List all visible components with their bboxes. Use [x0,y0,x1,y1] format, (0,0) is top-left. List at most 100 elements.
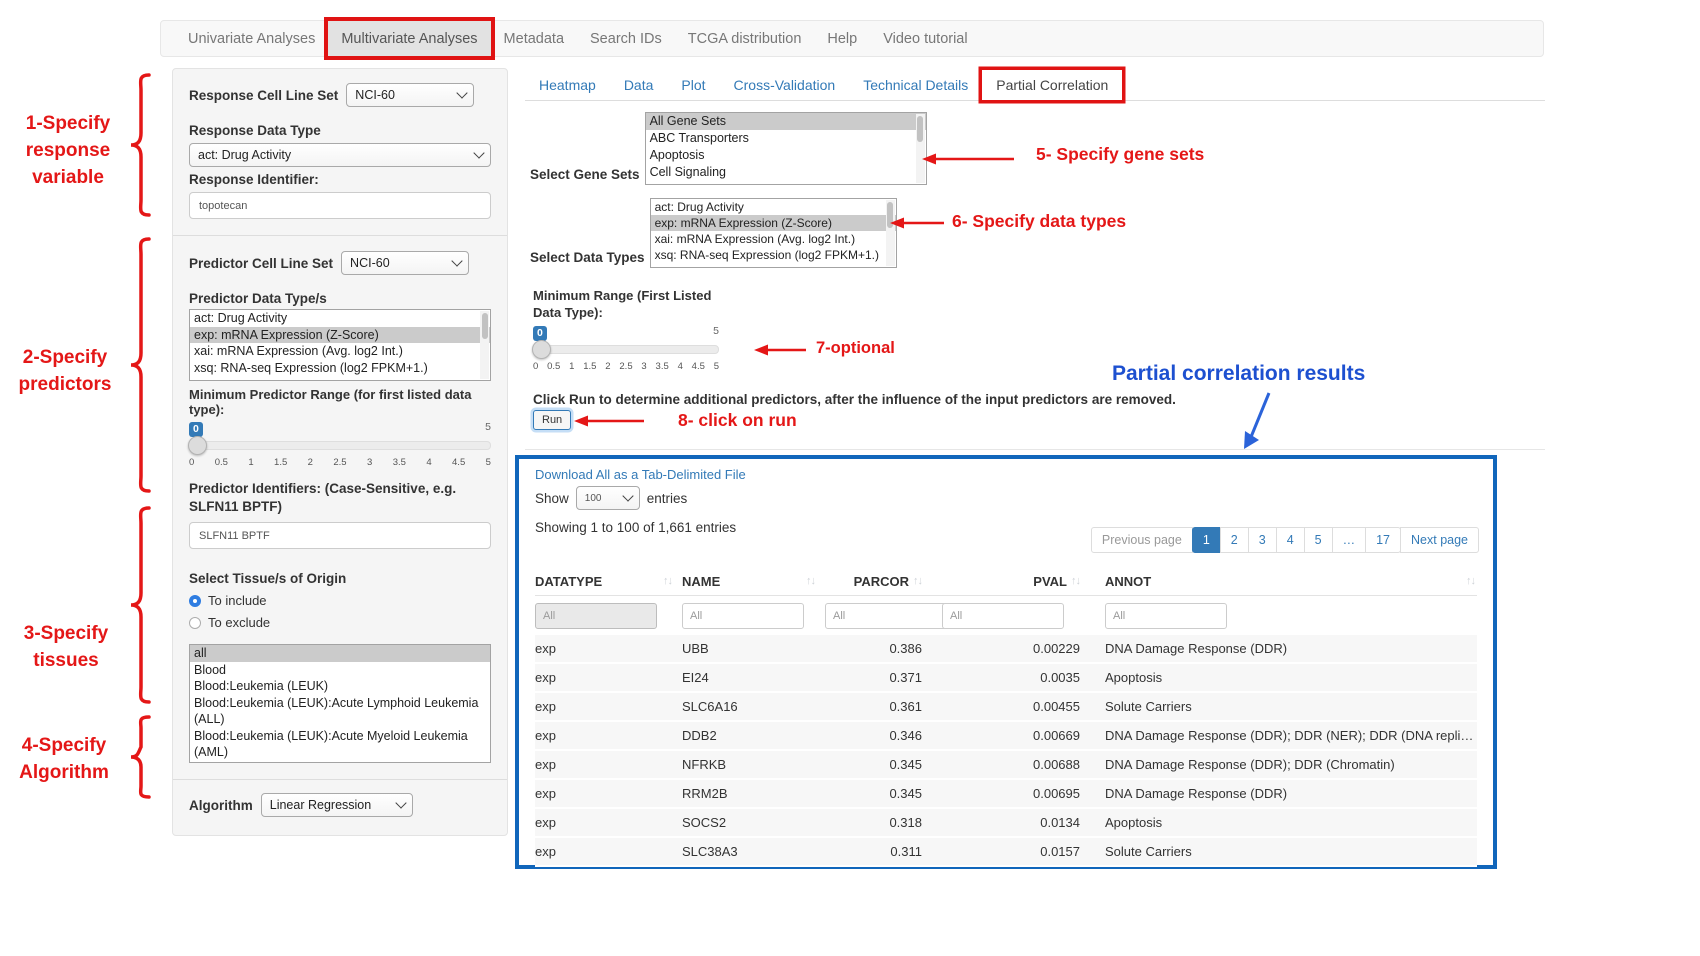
list-option[interactable]: Blood [190,662,490,679]
predictor-identifiers-label: Predictor Identifiers: (Case-Sensitive, … [189,480,491,516]
algorithm-select[interactable]: Linear Regression [261,793,413,817]
cell-name: SLC6A16 [682,699,825,714]
cell-parcor: 0.371 [825,670,932,685]
page-number-button[interactable]: 17 [1365,527,1401,553]
predictor-identifiers-input[interactable]: SLFN11 BPTF [189,522,491,549]
column-header-annot[interactable]: ANNOT ↑↓ [1090,574,1477,589]
list-option[interactable]: Blood:Leukemia (LEUK):Acute Myeloid Leuk… [190,728,490,761]
run-button[interactable]: Run [533,410,571,430]
list-option[interactable]: xsq: RNA-seq Expression (log2 FPKM+1.) [190,360,490,377]
gene-sets-label: Select Gene Sets [530,167,640,182]
page-number-button[interactable]: 3 [1248,527,1277,553]
list-option[interactable]: Blood:Leukemia (LEUK):Chronic Myelogenou… [190,761,490,764]
nav-item[interactable]: Help [814,21,870,56]
cell-name: UBB [682,641,825,656]
tissue-exclude-radio-row[interactable]: To exclude [189,615,491,630]
sort-icon[interactable]: ↑↓ [806,575,815,587]
response-identifier-label: Response Identifier: [189,172,491,187]
nav-item[interactable]: Search IDs [577,21,675,56]
annotation-arrow-left-icon [888,215,946,231]
annotation-8-click-run: 8- click on run [678,410,797,431]
brace-4 [122,714,152,800]
list-option[interactable]: xai: mRNA Expression (Avg. log2 Int.) [651,231,896,247]
list-option[interactable]: exp: mRNA Expression (Z-Score) [190,327,490,344]
previous-page-button[interactable]: Previous page [1091,527,1193,553]
nav-item[interactable]: Metadata [491,21,577,56]
nav-item[interactable]: Univariate Analyses [175,21,328,56]
column-header-parcor[interactable]: PARCOR ↑↓ [825,574,932,589]
page-number-button[interactable]: 5 [1304,527,1333,553]
list-option[interactable]: act: Drug Activity [651,199,896,215]
scrollbar[interactable] [916,114,925,183]
sort-icon[interactable]: ↑↓ [1071,575,1080,587]
slider-track[interactable] [189,441,491,450]
next-page-button[interactable]: Next page [1400,527,1479,553]
page-number-button[interactable]: 2 [1220,527,1249,553]
sort-icon[interactable]: ↑↓ [663,575,672,587]
response-identifier-input[interactable]: topotecan [189,192,491,219]
list-option[interactable]: ABC Transporters [646,130,926,147]
list-option[interactable]: xai: mRNA Expression (Avg. log2 Int.) [190,343,490,360]
tab[interactable]: Data [610,70,668,100]
cell-datatype: exp [535,786,682,801]
cell-pval: 0.00688 [932,757,1090,772]
nav-item[interactable]: Multivariate Analyses [328,21,490,56]
slider-thumb[interactable] [188,436,207,455]
page-number-button[interactable]: 4 [1276,527,1305,553]
cell-datatype: exp [535,815,682,830]
brace-2 [122,236,152,494]
response-data-type-select[interactable]: act: Drug Activity [189,143,491,167]
list-option[interactable]: All Gene Sets [646,113,926,130]
list-option[interactable]: act: Drug Activity [190,310,490,327]
predictor-cell-line-set-select[interactable]: NCI-60 [341,251,469,275]
table-filter-row [535,603,1477,629]
tab[interactable]: Technical Details [849,70,982,100]
tab[interactable]: Cross-Validation [720,70,850,100]
response-cell-line-set-select[interactable]: NCI-60 [346,83,474,107]
column-header-pval[interactable]: PVAL ↑↓ [932,574,1090,589]
filter-input-datatype[interactable] [535,603,657,629]
column-header-datatype[interactable]: DATATYPE ↑↓ [535,574,682,589]
slider-ticks: 00.511.522.533.544.55 [533,361,719,372]
download-link[interactable]: Download All as a Tab-Delimited File [535,467,746,482]
list-option[interactable]: xsq: RNA-seq Expression (log2 FPKM+1.) [651,247,896,263]
annotation-partial-correlation-results: Partial correlation results [1112,362,1365,386]
cell-pval: 0.00669 [932,728,1090,743]
tab[interactable]: Heatmap [525,70,610,100]
chevron-down-icon [395,797,406,808]
page-number-button[interactable]: 1 [1192,527,1221,553]
cell-pval: 0.0035 [932,670,1090,685]
cell-annot: DNA Damage Response (DDR); DDR (Chromati… [1090,757,1477,772]
nav-item[interactable]: Video tutorial [870,21,980,56]
radio-selected-icon[interactable] [189,595,201,607]
scrollbar[interactable] [886,200,895,266]
list-option[interactable]: Apoptosis [646,147,926,164]
page-number-button[interactable]: … [1332,527,1367,553]
show-entries-select[interactable]: 100 [576,486,640,510]
filter-input-pval[interactable] [942,603,1064,629]
sort-icon[interactable]: ↑↓ [1466,575,1475,587]
list-option[interactable]: all [190,645,490,662]
list-option[interactable]: Blood:Leukemia (LEUK) [190,678,490,695]
filter-input-parcor[interactable] [825,603,947,629]
slider-track[interactable] [533,345,719,354]
list-option[interactable]: Blood:Leukemia (LEUK):Acute Lymphoid Leu… [190,695,490,728]
table-row: exp SLC38A3 0.311 0.0157 Solute Carriers [535,838,1477,867]
slider-thumb[interactable] [532,340,551,359]
algorithm-label: Algorithm [189,798,253,813]
scrollbar[interactable] [480,311,489,379]
chevron-down-icon [473,147,484,158]
tissue-include-radio-row[interactable]: To include [189,593,491,608]
list-option[interactable]: exp: mRNA Expression (Z-Score) [651,215,896,231]
column-header-name[interactable]: NAME ↑↓ [682,574,825,589]
radio-unselected-icon[interactable] [189,617,201,629]
tab[interactable]: Plot [667,70,719,100]
filter-input-name[interactable] [682,603,804,629]
list-option[interactable]: Cell Signaling [646,164,926,181]
brace-1 [122,72,152,218]
nav-item[interactable]: TCGA distribution [675,21,815,56]
table-row: exp UBB 0.386 0.00229 DNA Damage Respons… [535,635,1477,664]
sort-icon[interactable]: ↑↓ [913,575,922,587]
tab[interactable]: Partial Correlation [982,70,1122,100]
filter-input-annot[interactable] [1105,603,1227,629]
